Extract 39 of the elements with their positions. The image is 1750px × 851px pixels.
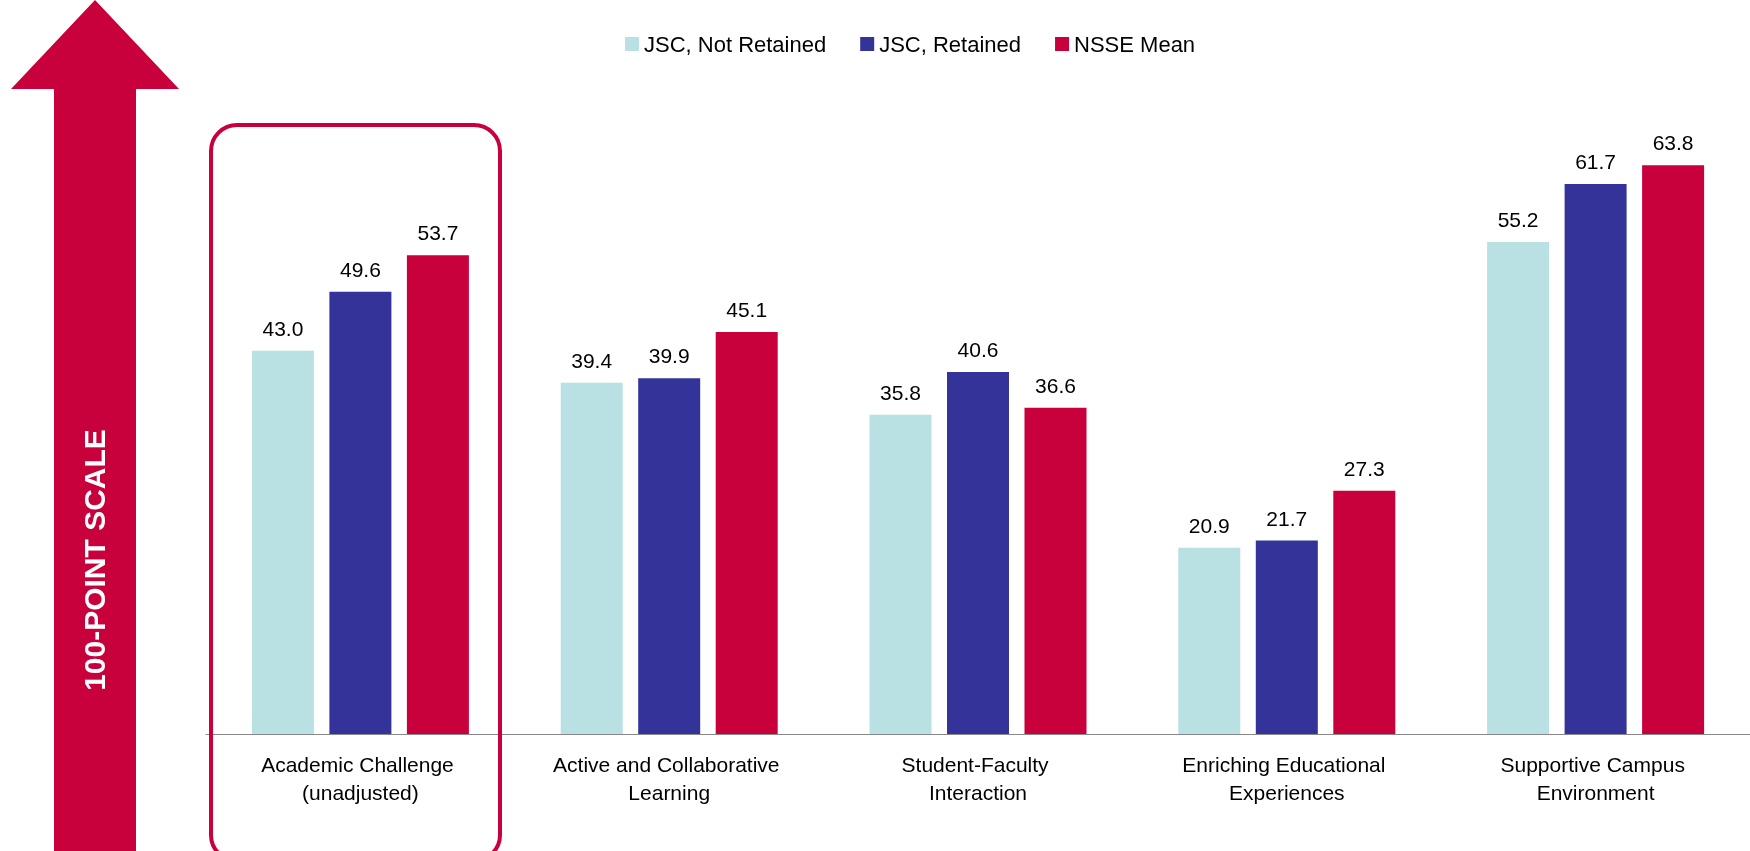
bar <box>1024 407 1087 734</box>
data-label: 35.8 <box>880 380 921 404</box>
data-label: 61.7 <box>1575 149 1617 173</box>
bar <box>947 372 1009 734</box>
legend-label: JSC, Not Retained <box>644 31 827 57</box>
bar <box>715 331 778 734</box>
data-label: 55.2 <box>1497 207 1539 231</box>
legend-label: NSSE Mean <box>1074 31 1196 57</box>
data-label: 49.6 <box>339 257 381 281</box>
bar <box>560 382 623 734</box>
data-label: 27.3 <box>1343 456 1385 480</box>
data-label: 39.9 <box>648 344 690 368</box>
x-tick-label: Supportive Campus Environment <box>1500 752 1691 804</box>
bar <box>1178 547 1241 734</box>
bar <box>1487 241 1550 734</box>
data-label: 21.7 <box>1266 506 1308 530</box>
bar <box>251 350 314 734</box>
bar <box>406 255 469 734</box>
y-axis-title: 100-POINT SCALE <box>78 429 112 691</box>
bar <box>1255 540 1318 734</box>
data-label: 39.4 <box>571 348 613 372</box>
x-tick-label: Enriching Educational Experiences <box>1182 752 1392 804</box>
data-label: 63.8 <box>1652 131 1694 155</box>
bar <box>1333 490 1396 734</box>
data-label: 43.0 <box>262 316 304 340</box>
x-tick-label: Active and Collaborative Learning <box>553 752 786 804</box>
bar <box>638 378 701 734</box>
data-label: 36.6 <box>1035 373 1076 397</box>
data-label: 20.9 <box>1188 513 1230 537</box>
bar <box>1642 165 1705 734</box>
bar <box>1564 183 1627 734</box>
data-label: 45.1 <box>726 297 768 321</box>
x-tick-label: Academic Challenge (unadjusted) <box>261 752 460 804</box>
x-tick-label: Student-Faculty Interaction <box>901 752 1055 804</box>
data-label: 40.6 <box>957 338 999 362</box>
data-label: 53.7 <box>417 221 459 245</box>
legend-label: JSC, Retained <box>879 31 1022 57</box>
bar <box>869 414 932 734</box>
bar <box>329 291 392 734</box>
